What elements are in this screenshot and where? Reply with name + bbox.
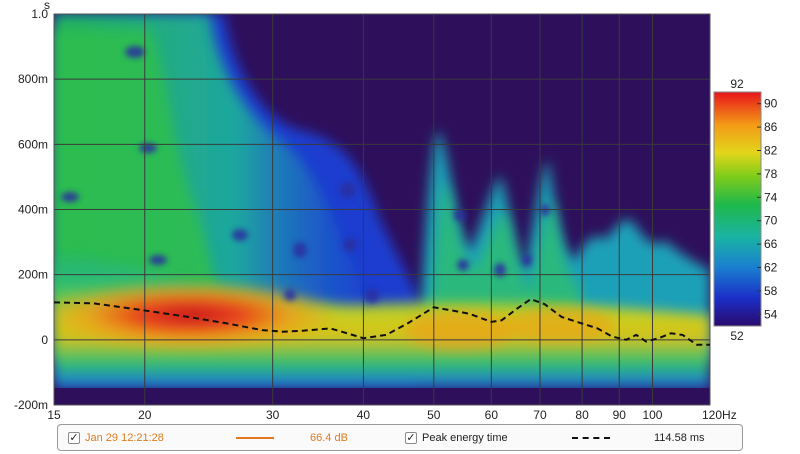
y-tick-label: 400m bbox=[18, 203, 48, 217]
measurement-label: Jan 29 12:21:28 bbox=[85, 432, 164, 444]
x-tick-label: 70 bbox=[533, 408, 547, 422]
x-tick-label: 100 bbox=[642, 408, 662, 422]
y-tick-label: 200m bbox=[18, 268, 48, 282]
peak-energy-time-line bbox=[53, 297, 710, 346]
colorbar-tick-label: 90 bbox=[764, 97, 778, 111]
colorbar-tick-label: 82 bbox=[764, 144, 778, 158]
y-tick-label: 800m bbox=[18, 72, 48, 86]
orange-line-swatch bbox=[236, 437, 274, 439]
colorbar-tick-label: 54 bbox=[764, 307, 778, 321]
colorbar-tick-label: 66 bbox=[764, 237, 778, 251]
x-tick-label: 50 bbox=[427, 408, 441, 422]
x-tick-label: 20 bbox=[138, 408, 152, 422]
colorbar-tick-label: 62 bbox=[764, 261, 778, 275]
legend-item-measurement: ✓ Jan 29 12:21:28 bbox=[68, 430, 164, 446]
heatmap-layer bbox=[54, 14, 710, 405]
plot-frame bbox=[53, 13, 711, 406]
x-tick-label: 90 bbox=[613, 408, 627, 422]
y-unit-label: s bbox=[44, 0, 50, 12]
y-tick-label: -200m bbox=[14, 398, 48, 412]
x-tick-label: 120Hz bbox=[702, 408, 737, 422]
y-tick-label: 0 bbox=[41, 333, 48, 347]
dashed-line-swatch bbox=[572, 437, 610, 439]
x-tick-label: 60 bbox=[485, 408, 499, 422]
y-tick-label: 1.0 bbox=[31, 7, 48, 21]
legend: ✓ Jan 29 12:21:28 66.4 dB ✓ Peak energy … bbox=[57, 424, 743, 451]
y-tick-label: 600m bbox=[18, 137, 48, 151]
x-tick-label: 80 bbox=[575, 408, 589, 422]
x-tick-label: 15 bbox=[47, 408, 61, 422]
colorbar-tick-label: 70 bbox=[764, 214, 778, 228]
peak-energy-label: Peak energy time bbox=[422, 432, 508, 444]
legend-swatch-peak bbox=[572, 430, 610, 446]
measurement-value: 66.4 dB bbox=[310, 432, 348, 444]
peak-energy-checkbox[interactable]: ✓ bbox=[405, 432, 417, 444]
legend-value-measurement: 66.4 dB bbox=[310, 430, 348, 446]
x-tick-label: 40 bbox=[357, 408, 371, 422]
colorbar-tick-label: 86 bbox=[764, 120, 778, 134]
colorbar-ticks: 54 58 62 66 70 74 78 82 86 90 bbox=[757, 97, 778, 321]
legend-item-peak: ✓ Peak energy time bbox=[405, 430, 508, 446]
colorbar-tick-label: 78 bbox=[764, 167, 778, 181]
colorbar: 92 52 54 58 62 66 70 74 78 82 86 90 bbox=[713, 77, 778, 343]
legend-swatch-measurement bbox=[236, 430, 274, 446]
y-axis: -200m 0 200m 400m 600m 800m 1.0 bbox=[14, 7, 48, 412]
measurement-checkbox[interactable]: ✓ bbox=[68, 432, 80, 444]
peak-energy-value: 114.58 ms bbox=[654, 432, 705, 444]
colorbar-max-label: 92 bbox=[730, 77, 744, 91]
x-tick-label: 30 bbox=[266, 408, 280, 422]
colorbar-gradient bbox=[713, 91, 762, 327]
x-axis: 15 20 30 40 50 60 70 80 90 100 120Hz bbox=[47, 408, 736, 422]
colorbar-min-label: 52 bbox=[730, 329, 744, 343]
legend-value-peak: 114.58 ms bbox=[654, 430, 705, 446]
colorbar-tick-label: 74 bbox=[764, 190, 778, 204]
colorbar-tick-label: 58 bbox=[764, 284, 778, 298]
